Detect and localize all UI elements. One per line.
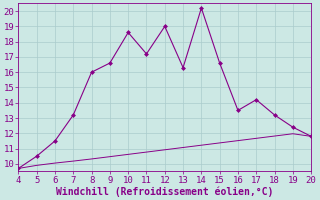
X-axis label: Windchill (Refroidissement éolien,°C): Windchill (Refroidissement éolien,°C) <box>56 186 274 197</box>
